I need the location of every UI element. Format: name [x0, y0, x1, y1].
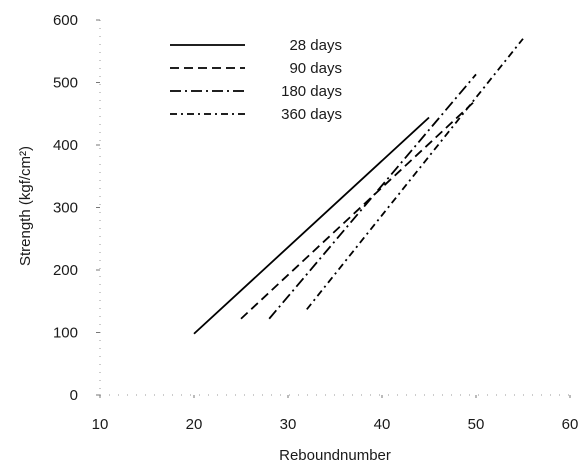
y-tick-label: 400 [53, 137, 78, 154]
y-tick-label: 100 [53, 325, 78, 342]
series-lines [193, 38, 524, 335]
x-tick-label: 50 [468, 416, 485, 433]
x-tick-label: 30 [280, 416, 297, 433]
series-line-2 [240, 99, 477, 320]
y-tick-label: 300 [53, 200, 78, 217]
x-tick-label: 20 [186, 416, 203, 433]
legend-label: 90 days [289, 60, 342, 77]
x-axis: 10 20 30 40 50 60 [92, 394, 579, 433]
legend-label: 360 days [281, 106, 342, 123]
y-tick-label: 0 [70, 387, 78, 404]
legend-label: 180 days [281, 83, 342, 100]
y-axis: 0 100 200 300 400 500 600 [53, 12, 101, 404]
x-tick-label: 60 [562, 416, 579, 433]
legend-label: 28 days [289, 37, 342, 54]
x-tick-label: 10 [92, 416, 109, 433]
y-tick-label: 200 [53, 262, 78, 279]
x-axis-label: Reboundnumber [279, 447, 391, 464]
series-line-4 [306, 38, 524, 310]
x-tick-label: 40 [374, 416, 391, 433]
series-line-1 [193, 116, 430, 335]
legend: 28 days 90 days 180 days 360 days [170, 37, 342, 123]
y-tick-label: 600 [53, 12, 78, 29]
y-tick-label: 500 [53, 75, 78, 92]
y-axis-label: Strength (kgf/cm²) [17, 146, 34, 266]
